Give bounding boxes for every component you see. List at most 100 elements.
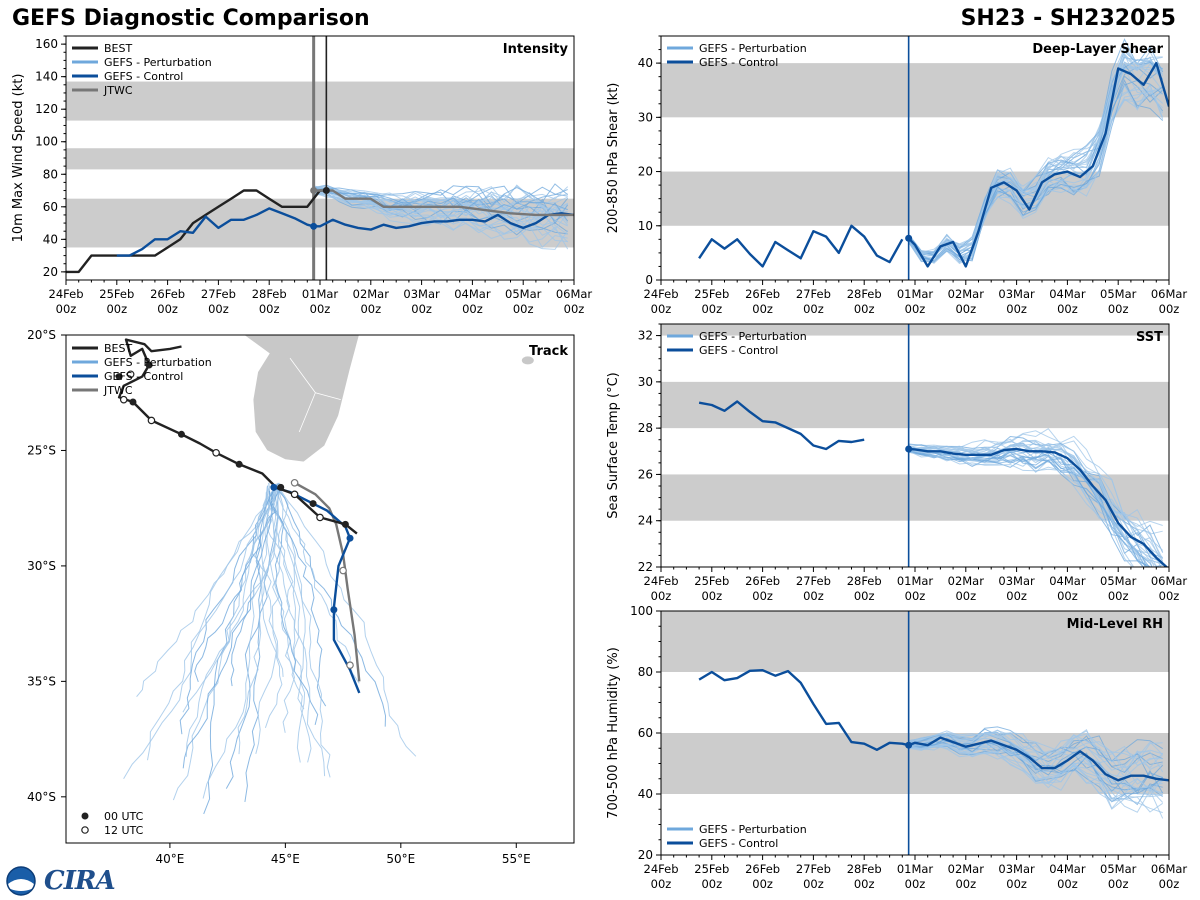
x-tick-date-label: 28Feb <box>847 574 882 588</box>
legend-label: GEFS - Perturbation <box>104 56 212 69</box>
perturbation-track <box>244 485 268 802</box>
panel-title: Mid-Level RH <box>1067 617 1163 632</box>
x-tick-date-label: 04Mar <box>1049 862 1086 876</box>
jtwc-12utc-marker <box>290 478 299 487</box>
best-00utc-marker <box>235 460 243 468</box>
perturbation-track <box>255 482 277 755</box>
panel-intensity: 2040608010012014016024Feb00z25Feb00z26Fe… <box>11 35 593 316</box>
x-tick-hour-label: 00z <box>564 302 585 316</box>
perturbation-track <box>237 487 276 755</box>
x-tick-date-label: 03Mar <box>998 287 1035 301</box>
perturbation-track <box>203 489 281 815</box>
perturbation-track <box>278 486 417 757</box>
x-tick-hour-label: 00z <box>854 589 875 603</box>
best-12utc-marker <box>290 490 299 499</box>
best-00utc-marker <box>177 430 185 438</box>
perturbation-member-line <box>908 79 1163 262</box>
y-tick-label: 100 <box>630 604 653 618</box>
legend-marker-filled <box>81 812 89 820</box>
x-tick-date-label: 25Feb <box>694 287 729 301</box>
perturbation-member-line <box>313 189 568 209</box>
x-tick-date-label: 05Mar <box>1100 574 1137 588</box>
x-tick-hour-label: 00z <box>411 302 432 316</box>
legend-label: 00 UTC <box>104 810 144 823</box>
legend-label: JTWC <box>103 384 133 397</box>
y-tick-label: 0 <box>645 273 653 287</box>
control-init-marker <box>905 445 913 453</box>
series-line-gefs-control <box>116 207 574 257</box>
x-tick-date-label: 26Feb <box>745 574 780 588</box>
y-tick-label: 25°S <box>27 443 56 457</box>
perturbation-member-line <box>908 732 1163 773</box>
perturbation-track <box>272 491 326 777</box>
perturbation-track <box>179 482 279 735</box>
x-tick-label: 40°E <box>155 852 184 866</box>
y-tick-label: 26 <box>638 467 653 481</box>
y-tick-label: 20 <box>638 165 653 179</box>
x-tick-date-label: 05Mar <box>505 287 542 301</box>
best-00utc-marker <box>129 398 137 406</box>
x-tick-date-label: 04Mar <box>454 287 491 301</box>
x-tick-hour-label: 00z <box>803 877 824 891</box>
perturbation-track <box>251 485 284 677</box>
perturbation-member-line <box>908 730 1163 769</box>
perturbation-member-line <box>313 191 568 233</box>
legend-label: BEST <box>104 42 132 55</box>
x-tick-hour-label: 00z <box>803 302 824 316</box>
x-tick-hour-label: 00z <box>752 877 773 891</box>
x-tick-hour-label: 00z <box>513 302 534 316</box>
x-tick-hour-label: 00z <box>701 302 722 316</box>
x-tick-hour-label: 00z <box>651 302 672 316</box>
jtwc-init-marker <box>310 187 318 195</box>
jtwc-track <box>294 481 361 682</box>
x-tick-hour-label: 00z <box>701 877 722 891</box>
y-tick-label: 20°S <box>27 328 56 342</box>
threshold-band <box>66 81 574 121</box>
perturbation-member-line <box>313 192 569 250</box>
perturbation-track <box>276 489 360 684</box>
x-tick-date-label: 27Feb <box>796 862 831 876</box>
map-area <box>115 335 534 815</box>
y-tick-label: 32 <box>638 329 653 343</box>
jtwc-12utc-marker <box>346 661 354 670</box>
perturbation-member-line <box>908 435 1164 553</box>
y-axis-label: 700-500 hPa Humidity (%) <box>606 647 621 819</box>
y-tick-label: 80 <box>43 167 58 181</box>
y-tick-label: 100 <box>35 135 58 149</box>
y-tick-label: 160 <box>35 37 58 51</box>
y-tick-label: 20 <box>638 848 653 862</box>
x-tick-date-label: 24Feb <box>644 287 679 301</box>
perturbation-track <box>123 491 272 779</box>
legend-label: GEFS - Control <box>104 370 183 383</box>
y-axis-label: Sea Surface Temp (°C) <box>606 372 621 519</box>
x-tick-hour-label: 00z <box>310 302 331 316</box>
perturbation-member-line <box>313 186 568 210</box>
legend-marker-open <box>81 826 89 834</box>
storm-id-title: SH23 - SH232025 <box>960 6 1176 31</box>
x-tick-hour-label: 00z <box>1006 302 1027 316</box>
x-tick-date-label: 25Feb <box>99 287 134 301</box>
y-tick-label: 40°S <box>27 790 56 804</box>
perturbation-track <box>182 488 280 769</box>
y-tick-label: 40 <box>43 232 58 246</box>
y-tick-label: 140 <box>35 70 58 84</box>
control-00utc-marker <box>346 534 354 542</box>
page-title: GEFS Diagnostic Comparison <box>12 6 370 31</box>
y-tick-label: 60 <box>638 726 653 740</box>
x-tick-hour-label: 00z <box>462 302 483 316</box>
x-tick-hour-label: 00z <box>56 302 77 316</box>
y-tick-label: 10 <box>638 219 653 233</box>
perturbation-member-line <box>313 186 568 217</box>
x-tick-date-label: 02Mar <box>948 574 985 588</box>
perturbation-track <box>194 491 276 683</box>
series-line-jtwc <box>313 189 574 217</box>
region-borders <box>289 357 341 433</box>
plot-area <box>661 611 1169 855</box>
perturbation-track <box>136 482 281 698</box>
threshold-band <box>661 171 1169 226</box>
x-tick-date-label: 06Mar <box>556 287 593 301</box>
y-tick-label: 30 <box>638 110 653 124</box>
threshold-band <box>661 474 1169 521</box>
perturbation-member-line <box>908 84 1164 263</box>
